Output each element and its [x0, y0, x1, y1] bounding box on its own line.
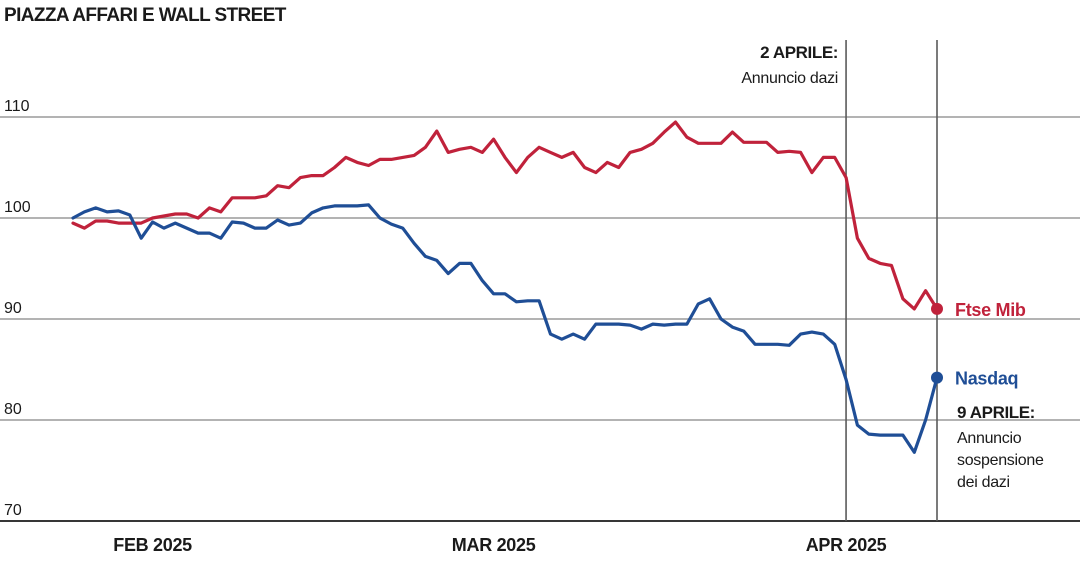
annotation-lines [845, 40, 938, 521]
series-end-marker-ftse-mib [931, 302, 943, 315]
y-tick-label-110: 110 [4, 98, 30, 115]
x-tick-label-1: FEB 2025 [113, 535, 192, 555]
annotation-2-line-1: Annuncio [957, 430, 1022, 447]
y-tick-label-100: 100 [4, 199, 31, 216]
x-tick-label-2: MAR 2025 [452, 535, 536, 555]
annotation-2-line-2: sospensione [957, 452, 1044, 469]
x-axis-ticks: FEB 2025 MAR 2025 APR 2025 [113, 535, 887, 555]
annotations: 2 APRILE: Annuncio dazi 9 APRILE: Annuncio s… [741, 43, 1044, 491]
annotation-2-head: 9 APRILE: [957, 403, 1035, 422]
y-tick-label-80: 80 [4, 401, 22, 418]
annotation-1-head: 2 APRILE: [760, 43, 838, 62]
series-line-ftse-mib [71, 120, 939, 311]
chart-title: PIAZZA AFFARI E WALL STREET [4, 5, 287, 26]
y-tick-label-90: 90 [4, 300, 22, 317]
y-axis-ticks: 110 100 90 80 70 [4, 98, 31, 519]
series-layer: Ftse Mib Nasdaq [71, 120, 1026, 454]
grid-layer [0, 116, 1080, 522]
annotation-2-line-3: dei dazi [957, 474, 1010, 491]
series-label-ftse-mib: Ftse Mib [955, 300, 1026, 320]
annotation-1-line-1: Annuncio dazi [741, 70, 838, 87]
series-label-nasdaq: Nasdaq [955, 369, 1018, 389]
x-tick-label-3: APR 2025 [806, 535, 887, 555]
y-tick-label-70: 70 [4, 502, 22, 519]
series-line-nasdaq [71, 203, 939, 454]
series-end-marker-nasdaq [931, 371, 943, 384]
